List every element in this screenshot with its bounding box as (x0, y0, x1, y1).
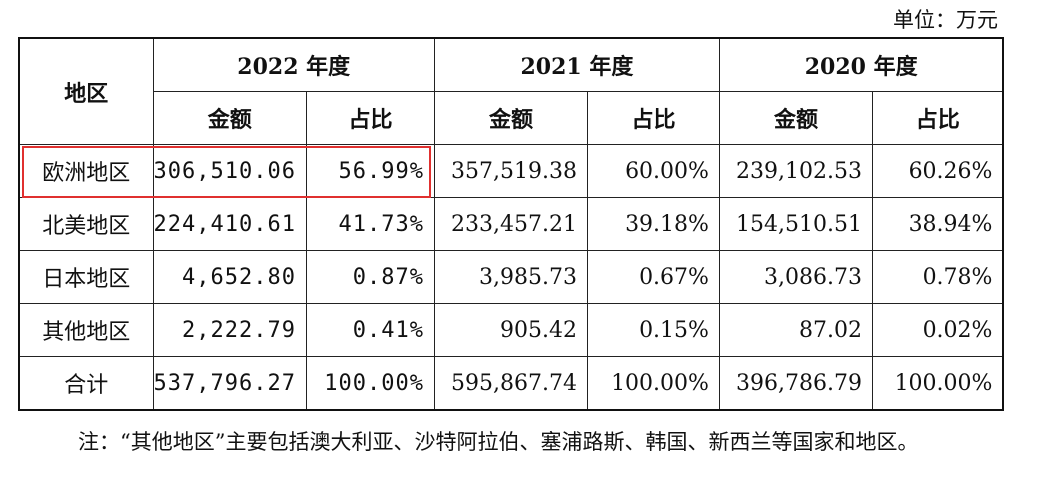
unit-label: 单位：万元 (893, 8, 998, 32)
region-cell: 北美地区 (18, 197, 154, 251)
sub-header-share: 占比 (586, 91, 720, 145)
region-cell: 日本地区 (18, 250, 154, 304)
share-cell: 100.00% (305, 356, 435, 411)
share-cell: 0.67% (586, 250, 720, 304)
amount-cell: 87.02 (718, 303, 873, 357)
year-header-2020: 2020 年度 (718, 37, 1004, 92)
share-cell: 38.94% (871, 197, 1004, 251)
share-cell: 100.00% (586, 356, 720, 411)
sub-header-amount: 金额 (718, 91, 873, 145)
amount-cell: 4,652.80 (152, 250, 307, 304)
table-row-total: 合计 537,796.27 100.00% 595,867.74 100.00%… (18, 356, 1004, 411)
sub-header-amount: 金额 (152, 91, 307, 145)
amount-cell: 357,519.38 (433, 144, 588, 198)
share-cell: 60.00% (586, 144, 720, 198)
share-cell: 0.02% (871, 303, 1004, 357)
year-header-2021: 2021 年度 (433, 37, 720, 92)
table-row: 其他地区 2,222.79 0.41% 905.42 0.15% 87.02 0… (18, 303, 1004, 357)
region-revenue-table: 地区 2022 年度 2021 年度 2020 年度 金额 占比 金额 占比 金… (18, 37, 1005, 411)
footnote: 注：“其他地区”主要包括澳大利亚、沙特阿拉伯、塞浦路斯、韩国、新西兰等国家和地区… (78, 430, 919, 454)
header-row-metrics: 金额 占比 金额 占比 金额 占比 (19, 91, 1004, 145)
sub-header-share: 占比 (871, 91, 1004, 145)
share-cell: 56.99% (305, 144, 435, 198)
amount-cell: 537,796.27 (152, 356, 307, 411)
amount-cell: 2,222.79 (152, 303, 307, 357)
region-cell: 欧洲地区 (18, 144, 154, 198)
share-cell: 60.26% (871, 144, 1004, 198)
table-row: 北美地区 224,410.61 41.73% 233,457.21 39.18%… (18, 197, 1004, 251)
amount-cell: 905.42 (433, 303, 588, 357)
sub-header-share: 占比 (305, 91, 435, 145)
amount-cell: 306,510.06 (152, 144, 307, 198)
amount-cell: 3,985.73 (433, 250, 588, 304)
header-row-years: 地区 2022 年度 2021 年度 2020 年度 (18, 37, 1004, 145)
amount-cell: 239,102.53 (718, 144, 873, 198)
share-cell: 41.73% (305, 197, 435, 251)
amount-cell: 396,786.79 (718, 356, 873, 411)
share-cell: 0.87% (305, 250, 435, 304)
table-row: 日本地区 4,652.80 0.87% 3,985.73 0.67% 3,086… (18, 250, 1004, 304)
amount-cell: 595,867.74 (433, 356, 588, 411)
amount-cell: 233,457.21 (433, 197, 588, 251)
total-label-cell: 合计 (18, 356, 154, 411)
region-header: 地区 (18, 37, 154, 145)
year-header-2022: 2022 年度 (152, 37, 435, 92)
share-cell: 0.15% (586, 303, 720, 357)
amount-cell: 154,510.51 (718, 197, 873, 251)
share-cell: 100.00% (871, 356, 1004, 411)
share-cell: 0.41% (305, 303, 435, 357)
share-cell: 0.78% (871, 250, 1004, 304)
amount-cell: 224,410.61 (152, 197, 307, 251)
table-row: 欧洲地区 306,510.06 56.99% 357,519.38 60.00%… (18, 144, 1004, 198)
sub-header-amount: 金额 (433, 91, 588, 145)
share-cell: 39.18% (586, 197, 720, 251)
region-cell: 其他地区 (18, 303, 154, 357)
amount-cell: 3,086.73 (718, 250, 873, 304)
